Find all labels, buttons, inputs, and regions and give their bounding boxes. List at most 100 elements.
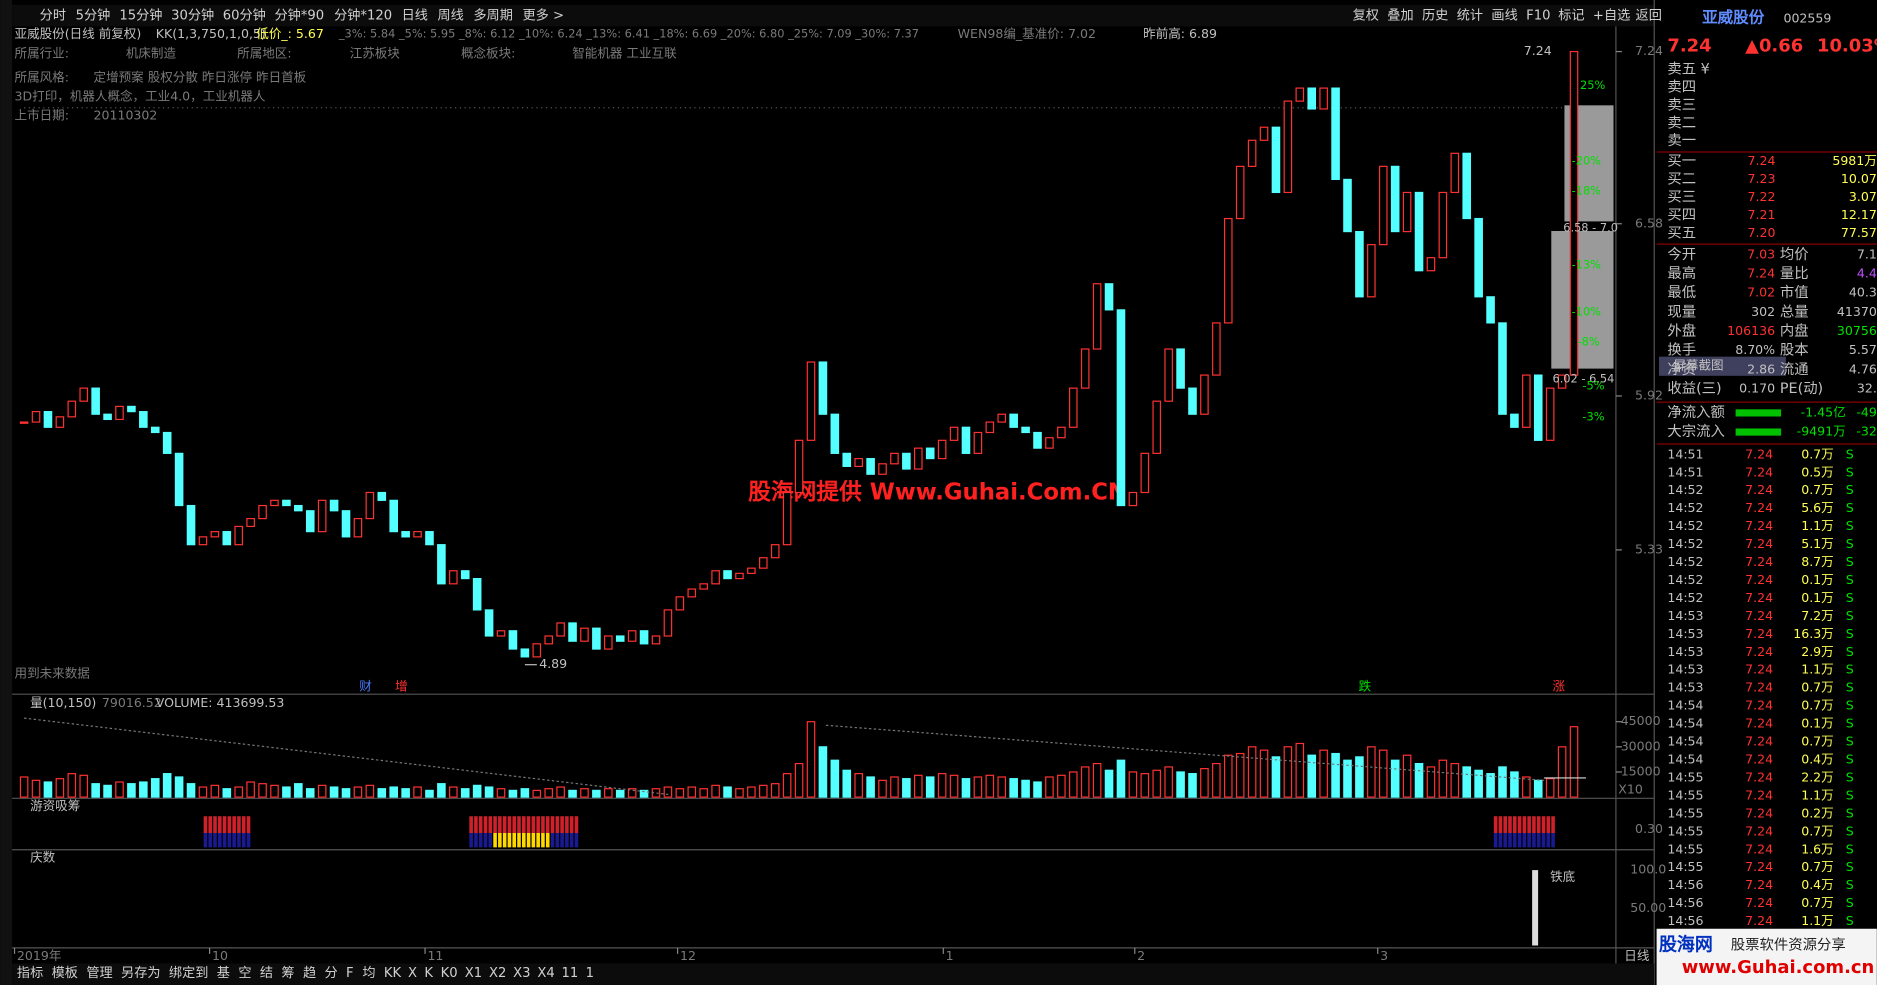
toolbar-item[interactable]: 画线 (1491, 8, 1517, 24)
candle (866, 457, 875, 475)
stat-value: 2.86 (1747, 361, 1775, 376)
toolbar-item[interactable]: 60分钟 (223, 7, 266, 24)
volume-bar (1486, 773, 1495, 798)
trade-price: 7.24 (1745, 877, 1773, 892)
toolbar-item[interactable]: 15分钟 (119, 7, 162, 24)
toolbar-item[interactable]: 周线 (438, 8, 464, 24)
bottom-tool[interactable]: 11 (561, 966, 578, 981)
toolbar-item[interactable]: 历史 (1422, 8, 1448, 24)
volume-bar (67, 773, 77, 798)
volume-bar (210, 784, 220, 798)
bottom-tool[interactable]: 模板 (52, 965, 78, 981)
toolbar-item[interactable]: 统计 (1457, 8, 1483, 24)
signal-block (1541, 833, 1546, 848)
date-label: 11 (427, 948, 443, 963)
bottom-tool[interactable]: K0 (441, 966, 458, 981)
toolbar-item[interactable]: 叠加 (1387, 8, 1413, 24)
candle (186, 504, 196, 546)
signal-block (531, 816, 536, 834)
toolbar-item[interactable]: 更多 > (522, 7, 564, 24)
signal-block (502, 816, 507, 834)
toolbar-item[interactable]: 多周期 (473, 7, 512, 24)
ask-label: 卖四 (1667, 78, 1696, 95)
trade-volume: 0.7万 (1801, 823, 1834, 838)
bottom-tool[interactable]: 绑定到 (169, 965, 208, 981)
toolbar-item[interactable]: 30分钟 (171, 7, 214, 24)
signal-block (493, 816, 497, 834)
volume-bar (759, 784, 768, 798)
bottom-tool[interactable]: 指标 (17, 965, 43, 981)
candle (1402, 191, 1412, 233)
bottom-tool[interactable]: 1 (586, 966, 594, 981)
bottom-tool[interactable]: X (408, 966, 417, 981)
volume-ma: 79016.52 (102, 695, 162, 710)
trade-side: S (1846, 913, 1854, 928)
bottom-tool[interactable]: 基 (217, 965, 230, 981)
trade-volume: 0.1万 (1801, 590, 1834, 605)
candle (31, 411, 41, 423)
bottom-tool[interactable]: 趋 (303, 965, 316, 981)
volume-bar (1068, 771, 1078, 798)
volume-bar (687, 786, 697, 798)
toolbar-item[interactable]: 分钟*120 (334, 7, 392, 24)
bottom-tool[interactable]: 筹 (281, 964, 294, 981)
candle (1271, 126, 1281, 194)
trade-time: 14:52 (1667, 572, 1703, 587)
bottom-tool[interactable]: X4 (537, 966, 554, 981)
zone-label: 6.58 - 7.0 (1563, 221, 1618, 235)
trade-side: S (1846, 680, 1854, 695)
toolbar-item[interactable]: 分时 (40, 8, 66, 24)
candle (282, 499, 291, 507)
bottom-tool[interactable]: 结 (260, 965, 273, 981)
zone-label: -13% (1572, 258, 1602, 272)
candle (1462, 152, 1472, 220)
period[interactable]: 日线 (1624, 948, 1650, 963)
toolbar-item[interactable]: F10 (1526, 9, 1550, 24)
candle (663, 609, 673, 637)
bottom-tool[interactable]: 均 (362, 965, 375, 981)
toolbar-item[interactable]: +自选 (1593, 8, 1630, 24)
volume-bar (139, 781, 148, 798)
toolbar-item[interactable]: 分钟*90 (274, 7, 324, 24)
toolbar-item[interactable]: 日线 (402, 8, 428, 24)
stat-label: 市值 (1780, 284, 1809, 301)
volume-bar (997, 776, 1007, 798)
trade-time: 14:54 (1667, 716, 1703, 731)
bottom-tool[interactable]: 管理 (86, 965, 112, 981)
bottom-tool[interactable]: 分 (325, 965, 338, 981)
toolbar-item[interactable]: 标记 (1558, 8, 1584, 24)
signal-block (1546, 833, 1551, 848)
toolbar-item[interactable]: 复权 (1353, 7, 1379, 24)
bottom-tool[interactable]: X2 (489, 966, 506, 981)
trade-price: 7.24 (1745, 482, 1773, 497)
volume-bar (365, 784, 375, 798)
toolbar-item[interactable]: 5分钟 (76, 7, 111, 24)
bottom-tool[interactable]: 空 (238, 965, 251, 981)
bottom-tool[interactable]: K (424, 966, 433, 981)
volume-bar (949, 774, 959, 798)
date-label: 1 (946, 948, 954, 963)
flow-bar (1735, 428, 1782, 436)
volume-bar (1092, 762, 1102, 798)
trade-time: 14:55 (1667, 823, 1703, 838)
volume-bar (294, 783, 303, 798)
bottom-tool[interactable]: 另存为 (121, 965, 160, 981)
bottom-tool[interactable]: KK (384, 966, 402, 981)
candle (305, 510, 315, 533)
signal-block (218, 816, 222, 834)
bottom-tool[interactable]: F (346, 966, 354, 981)
panel4-note: 铁底 (1550, 869, 1576, 884)
y-tick-label: 7.24 (1635, 43, 1663, 58)
trade-volume: 0.7万 (1801, 446, 1834, 461)
candle (1355, 230, 1364, 298)
volume-bar (925, 776, 935, 798)
bottom-tool[interactable]: X3 (513, 966, 530, 981)
info-value: 定增预案 股权分散 昨日涨停 昨日首板 (94, 69, 307, 84)
bid-volume: 12.17 (1841, 207, 1877, 222)
trade-time: 14:51 (1667, 464, 1703, 479)
bid-price: 7.22 (1748, 189, 1776, 204)
bottom-tool[interactable]: X1 (465, 966, 482, 981)
toolbar-item[interactable]: 返回 (1636, 8, 1662, 24)
trade-side: S (1846, 787, 1854, 802)
